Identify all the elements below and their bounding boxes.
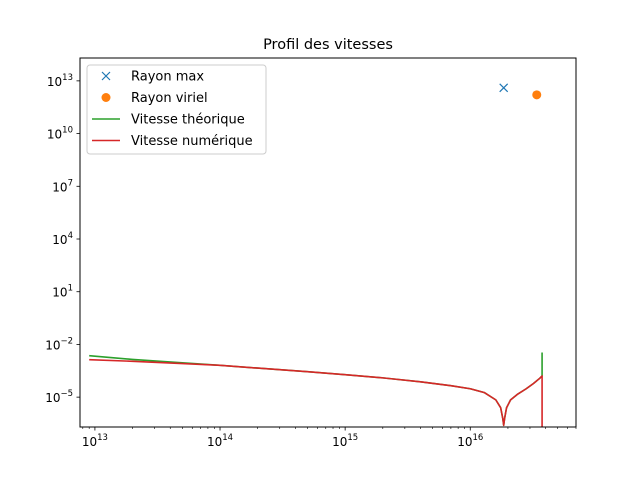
axes-frame: [79, 57, 577, 428]
y-tick-label: 10−2: [45, 336, 73, 352]
y-tick-label: 1010: [47, 126, 73, 142]
legend-label: Rayon viriel: [131, 91, 208, 106]
legend: Rayon max Rayon viriel Vitesse théorique Vi…: [86, 64, 267, 155]
rayon-viriel-point: [532, 90, 542, 100]
legend-box: [86, 64, 267, 155]
x-tick-label: 1013: [82, 433, 108, 449]
series-line-vitesse-numérique: [89, 358, 543, 427]
y-tick-label: 10−5: [45, 389, 73, 405]
x-tick-label: 1016: [457, 433, 483, 449]
y-tick-label: 1013: [47, 73, 73, 89]
legend-label: Rayon max: [131, 70, 204, 85]
legend-dot-marker: [101, 93, 111, 102]
series-group: [89, 83, 543, 427]
y-tick-label: 107: [52, 178, 73, 194]
x-tick-label: 1015: [332, 433, 358, 449]
y-tick-label: 104: [52, 231, 73, 247]
y-tick-label: 101: [52, 284, 73, 300]
axis-ticks: 1013 1014 1015 1016 10−5 10−2 101 104 107 1010 101…: [45, 73, 577, 449]
chart-title: Profil des vitesses: [263, 37, 393, 53]
rayon-max-point: [499, 83, 509, 93]
x-tick-label: 1014: [207, 433, 233, 449]
legend-label: Vitesse théorique: [131, 113, 245, 128]
legend-label: Vitesse numérique: [131, 134, 253, 149]
legend-x-marker: [101, 71, 111, 81]
